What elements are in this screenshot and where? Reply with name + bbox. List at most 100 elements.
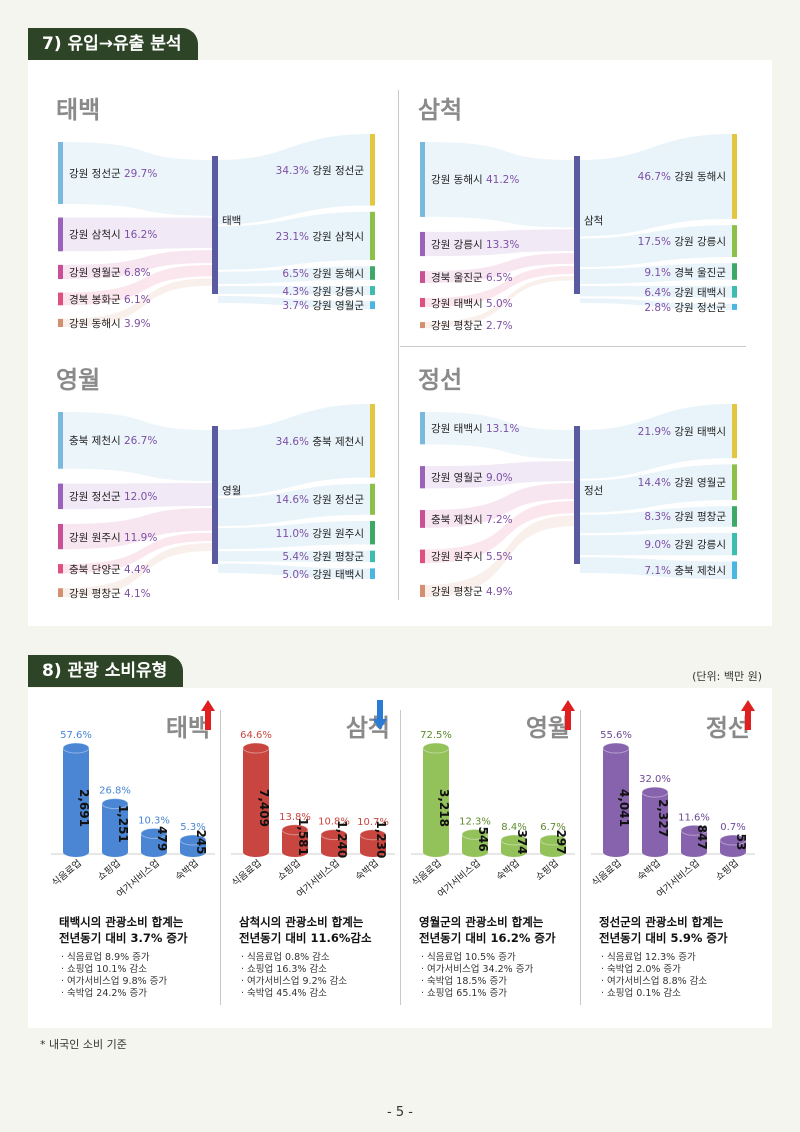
summary-line: 전년동기 대비 3.7% 증가: [59, 931, 188, 945]
bar-base: [501, 847, 527, 857]
inflow-bar: [420, 549, 425, 564]
category-label: 쇼핑업: [275, 857, 303, 883]
outflow-label: 34.3% 강원 정선군: [276, 163, 364, 178]
inflow-label: 강원 원주시 11.9%: [69, 530, 157, 545]
outflow-name: 강원 동해시: [674, 171, 726, 184]
outflow-pct: 9.0%: [644, 539, 672, 552]
value-label: 3,218: [437, 789, 451, 827]
outflow-bar: [732, 303, 737, 310]
outflow-band: [580, 285, 732, 298]
share-label: 72.5%: [420, 730, 452, 741]
inflow-band: [425, 461, 574, 489]
arrow-up-icon: [741, 700, 755, 730]
value-label: 4,041: [617, 789, 631, 827]
value-label: 1,230: [374, 820, 388, 858]
outflow-pct: 8.3%: [644, 511, 672, 524]
outflow-name: 강원 정선군: [312, 494, 364, 507]
inflow-band: [425, 253, 574, 283]
outflow-band: [580, 298, 732, 310]
outflow-band: [218, 211, 370, 270]
value-label: 1,240: [335, 820, 349, 858]
outflow-label: 7.1% 충북 제천시: [644, 563, 726, 578]
bar-top: [719, 834, 747, 846]
outflow-bar: [732, 286, 737, 298]
bar: [243, 748, 269, 852]
inflow-name: 강원 원주시: [69, 531, 121, 544]
value-label: 1,581: [296, 818, 310, 856]
outflow-label: 11.0% 강원 원주시: [276, 526, 364, 541]
bar-top: [641, 786, 669, 798]
inflow-bar: [58, 264, 63, 280]
category-label: 숙박업: [353, 857, 381, 883]
inflow-pct: 41.2%: [485, 174, 520, 187]
inflow-pct: 7.2%: [485, 513, 513, 526]
bullet-item: · 쇼핑업 65.1% 증가: [421, 988, 507, 999]
summary-line: 정선군의 관광소비 합계는: [599, 915, 724, 929]
inflow-name: 충북 제천시: [431, 513, 483, 526]
inflow-bar: [58, 142, 63, 204]
bar-top: [179, 834, 207, 846]
share-label: 11.6%: [678, 812, 710, 823]
category-label: 식음료업: [589, 857, 624, 889]
bar-base: [63, 847, 89, 857]
consumption-chart: 삼척 64.6% 7,409 식음료업 13.8% 1,581 쇼핑업 10.8% 1,240 여…: [220, 700, 400, 1015]
outflow-band: [218, 404, 370, 497]
outflow-name: 충북 제천시: [312, 435, 364, 448]
inflow-pct: 11.9%: [123, 531, 158, 544]
bullet-item: · 쇼핑업 10.1% 감소: [61, 964, 147, 975]
value-label: 7,409: [257, 789, 271, 827]
inflow-label: 강원 삼척시 16.2%: [69, 227, 157, 242]
value-label: 245: [194, 829, 208, 854]
outflow-bar: [732, 134, 737, 219]
bar: [141, 833, 167, 852]
bar-top: [62, 742, 90, 754]
outflow-pct: 46.7%: [637, 171, 672, 184]
category-label: 식음료업: [409, 857, 444, 889]
bullet-item: · 여가서비스업 8.8% 감소: [601, 976, 708, 987]
inflow-bar: [420, 322, 425, 329]
footnote: * 내국인 소비 기준: [40, 1038, 127, 1051]
inflow-band: [425, 501, 574, 564]
inflow-pct: 13.1%: [485, 423, 520, 436]
outflow-name: 강원 정선군: [312, 164, 364, 177]
summary-text: 정선군의 관광소비 합계는 전년동기 대비 5.9% 증가: [599, 914, 728, 946]
inflow-band: [63, 412, 212, 482]
outflow-bar: [370, 521, 375, 545]
share-label: 5.3%: [180, 822, 205, 833]
bullet-item: · 식음료업 10.5% 증가: [421, 952, 516, 963]
outflow-label: 6.4% 강원 태백시: [644, 285, 726, 300]
outflow-name: 강원 평창군: [674, 511, 726, 524]
flow-city-title: 삼척: [418, 96, 463, 124]
consumption-chart: 태백 57.6% 2,691 식음료업 26.8% 1,251 쇼핑업 10.3% 479 여가서…: [45, 700, 220, 1015]
flow-city-title: 영월: [56, 366, 101, 394]
summary-text: 영월군의 관광소비 합계는 전년동기 대비 16.2% 증가: [419, 914, 556, 946]
outflow-label: 3.7% 강원 영월군: [282, 298, 364, 313]
bar: [282, 829, 308, 852]
bullet-item: · 여가서비스업 9.2% 감소: [241, 976, 348, 987]
inflow-name: 강원 동해시: [69, 317, 121, 330]
inflow-bar: [58, 412, 63, 469]
outflow-pct: 21.9%: [637, 426, 672, 439]
chart-title: 정선: [705, 714, 750, 742]
outflow-label: 2.8% 강원 정선군: [644, 300, 726, 315]
outflow-bar: [732, 225, 737, 257]
flow-diagram: 태백 강원 정선군 29.7% 강원 삼척시 16.2% 강원 영월군 6.8% 경북 …: [56, 90, 396, 330]
outflow-name: 강원 평창군: [312, 551, 364, 564]
inflow-name: 강원 동해시: [431, 174, 483, 187]
unit-label: (단위: 백만 원): [692, 670, 762, 683]
summary-line: 영월군의 관광소비 합계는: [419, 915, 544, 929]
bullet-item: · 숙박업 24.2% 증가: [61, 988, 147, 999]
outflow-band: [580, 263, 732, 284]
inflow-pct: 6.8%: [123, 266, 151, 279]
outflow-name: 강원 태백시: [674, 426, 726, 439]
outflow-pct: 11.0%: [275, 527, 310, 540]
bar-base: [282, 847, 308, 857]
inflow-label: 강원 동해시 3.9%: [69, 316, 151, 331]
inflow-pct: 3.9%: [123, 317, 151, 330]
category-label: 여가서비스업: [435, 857, 483, 900]
inflow-name: 경북 울진군: [431, 272, 483, 285]
bar-top: [422, 742, 450, 754]
outflow-band: [580, 225, 732, 268]
outflow-band: [218, 266, 370, 284]
bullet-item: · 숙박업 2.0% 증가: [601, 964, 681, 975]
